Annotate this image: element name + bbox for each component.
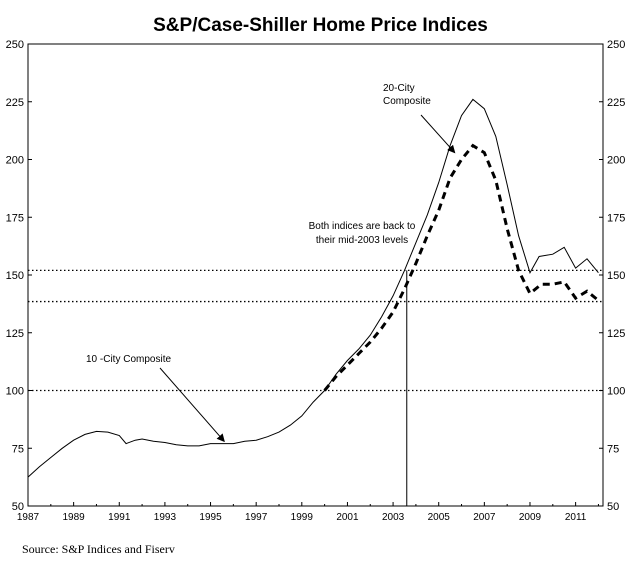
reference-lines [28,269,603,506]
y-tick-label-left: 50 [12,501,24,513]
x-tick-label: 1995 [199,512,222,523]
y-tick-label-left: 250 [6,39,24,51]
chart-title: S&P/Case-Shiller Home Price Indices [153,15,488,36]
y-tick-label-left: 150 [6,270,24,282]
y-tick-label-left: 125 [6,328,24,340]
series-20-city-line [323,143,600,392]
y-tick-label-right: 100 [607,386,625,398]
plot-frame [27,43,604,507]
x-tick-label: 2007 [473,512,496,523]
y-tick-label-right: 200 [607,155,625,167]
y-tick-label-right: 75 [607,443,619,455]
annotation-mid-2003-line: their mid-2003 levels [316,235,408,246]
arrow-10-city [159,367,225,443]
series-layer [27,98,600,478]
x-tick-label: 2003 [382,512,405,523]
y-tick-label-right: 150 [607,270,625,282]
annotation-20-city-line: 20-City [383,83,415,94]
x-tick-label: 1991 [108,512,131,523]
y-tick-label-right: 125 [607,328,625,340]
series-10-city-line [27,98,599,478]
y-tick-label-left: 225 [6,97,24,109]
y-tick-label-left: 75 [12,443,24,455]
annotation-20-city-line: Composite [383,96,431,107]
x-tick-label: 2001 [336,512,359,523]
y-tick-label-left: 200 [6,155,24,167]
x-tick-label: 2011 [565,512,587,523]
y-tick-label-left: 175 [6,212,24,224]
x-tick-label: 1993 [154,512,177,523]
annotation-mid-2003-line: Both indices are back to [309,221,416,232]
annotation-20-city: 20-City Composite [383,83,431,107]
y-tick-label-right: 225 [607,97,625,109]
annotation-10-city: 10 -City Composite [86,354,171,365]
x-tick-label: 1987 [17,512,40,523]
annotation-10-city-line: 10 -City Composite [86,354,171,365]
x-tick-label: 2005 [428,512,451,523]
y-tick-label-right: 250 [607,39,625,51]
x-tick-label: 1989 [63,512,86,523]
axes-layer: 50 50 75 75 100 100 125 125 150 150 175 175 200 200 22… [6,39,626,523]
x-tick-label: 1997 [245,512,268,523]
annotation-layer: 20-City Composite Both indices are back to… [86,83,456,443]
source-note: Source: S&P Indices and Fiserv [22,542,175,556]
y-tick-label-right: 175 [607,212,625,224]
y-tick-label-right: 50 [607,501,619,513]
x-tick-label: 2009 [519,512,542,523]
y-tick-label-left: 100 [6,386,24,398]
arrow-20-city [420,114,456,154]
x-tick-label: 1999 [291,512,314,523]
annotation-mid-2003: Both indices are back to their mid-2003 l… [309,221,416,246]
